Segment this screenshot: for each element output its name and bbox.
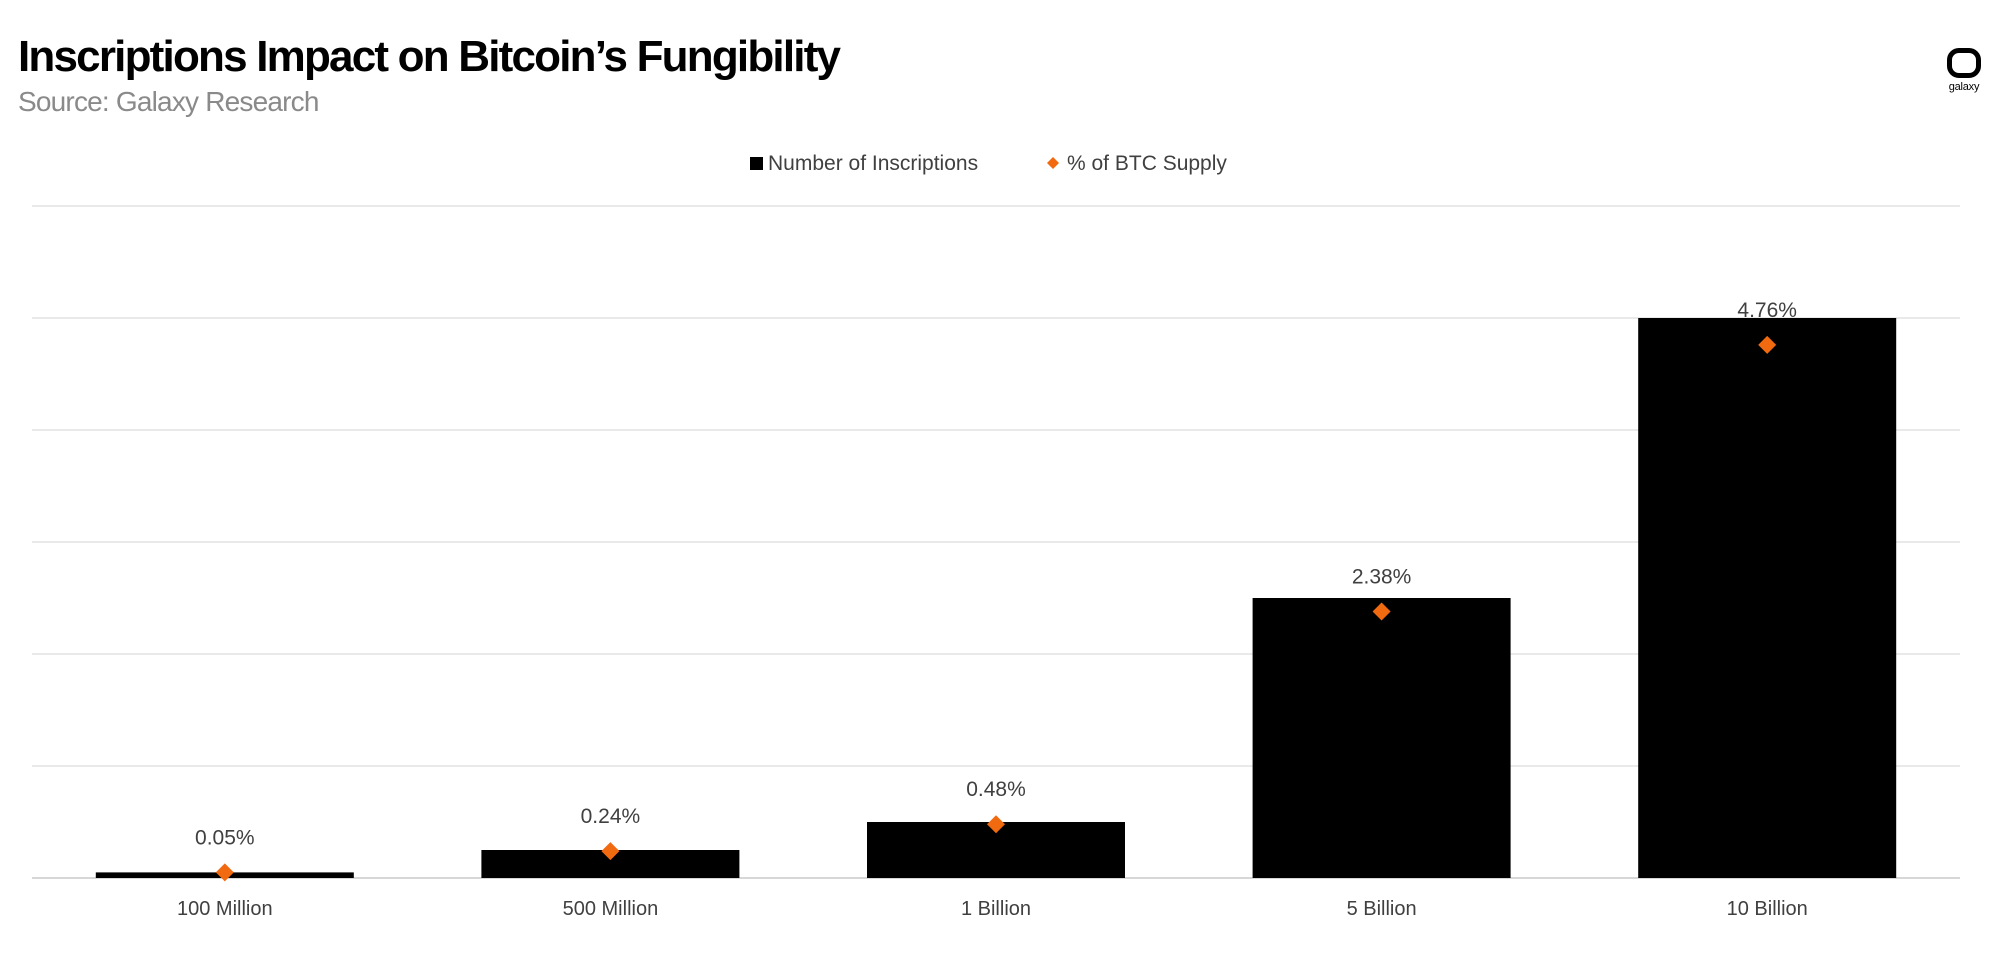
legend-swatch-bars [750,157,763,170]
marker-point [601,842,620,861]
x-tick-label: 100 Million [177,898,273,920]
marker-point [1758,335,1777,354]
marker-point [1372,602,1391,621]
x-tick-label: 10 Billion [1727,898,1808,920]
chart-title: Inscriptions Impact on Bitcoin’s Fungibi… [18,32,841,81]
legend-label-bars: Number of Inscriptions [768,152,978,175]
bar [1638,318,1897,878]
data-label: 2.38% [1352,565,1412,588]
data-label: 4.76% [1737,299,1797,322]
data-labels: 0.05% 0.24% 0.48% 2.38% 4.76% [195,299,1797,850]
legend: Number of Inscriptions % of BTC Supply [750,152,1227,175]
bar-series [95,318,1897,878]
data-label: 0.24% [581,805,641,828]
x-tick-label: 5 Billion [1347,898,1417,920]
marker-point [215,863,234,882]
legend-swatch-markers [1047,157,1059,169]
galaxy-logo: galaxy [1944,48,1984,93]
data-label: 0.05% [195,826,255,849]
x-tick-label: 500 Million [563,898,659,920]
x-axis-ticks: 100 Million 500 Million 1 Billion 5 Billion… [177,898,1808,920]
data-label: 0.48% [966,778,1026,801]
bar [1252,598,1511,878]
chart-source: Source: Galaxy Research [18,86,319,117]
legend-label-markers: % of BTC Supply [1067,152,1227,175]
galaxy-logo-icon [1947,48,1981,78]
marker-series [215,335,1777,882]
marker-point [987,815,1005,834]
x-tick-label: 1 Billion [961,898,1031,920]
galaxy-logo-text: galaxy [1948,81,1980,93]
